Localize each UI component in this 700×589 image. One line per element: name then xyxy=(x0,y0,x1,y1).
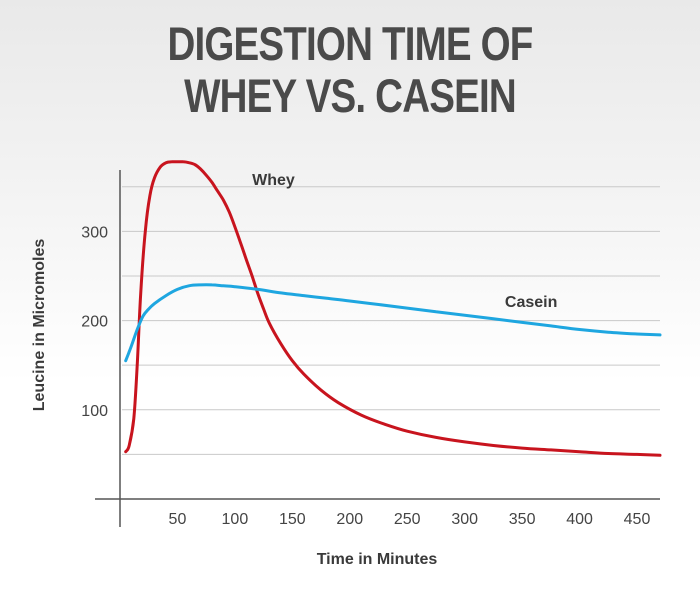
grid-lines xyxy=(122,186,660,455)
y-tick-label: 100 xyxy=(81,403,108,420)
chart-title-line-2: WHEY VS. CASEIN xyxy=(184,69,517,122)
x-tick-label: 50 xyxy=(169,511,187,528)
x-tick-label: 450 xyxy=(624,511,651,528)
x-tick-label: 100 xyxy=(222,511,249,528)
x-tick-label: 400 xyxy=(566,511,593,528)
series-labels: Whey Casein xyxy=(252,172,557,311)
tick-labels: 50 100 150 200 250 300 350 400 450 100 200 300 xyxy=(81,224,650,528)
x-tick-label: 200 xyxy=(336,511,363,528)
chart-title-line-1: DIGESTION TIME OF xyxy=(167,17,533,70)
y-tick-label: 200 xyxy=(81,314,108,331)
series-label-casein: Casein xyxy=(505,294,557,311)
x-axis-title: Time in Minutes xyxy=(317,551,438,568)
series-line-whey xyxy=(124,160,662,457)
x-tick-label: 150 xyxy=(279,511,306,528)
y-tick-label: 300 xyxy=(81,224,108,241)
y-axis-title: Leucine in Micromoles xyxy=(31,239,48,412)
x-tick-label: 350 xyxy=(509,511,536,528)
chart-title: DIGESTION TIME OF WHEY VS. CASEIN xyxy=(63,18,637,122)
x-tick-label: 250 xyxy=(394,511,421,528)
x-tick-label: 300 xyxy=(451,511,478,528)
series-label-whey: Whey xyxy=(252,172,295,189)
axes xyxy=(95,170,660,527)
series-lines xyxy=(124,160,662,457)
series-line-casein xyxy=(124,283,662,363)
